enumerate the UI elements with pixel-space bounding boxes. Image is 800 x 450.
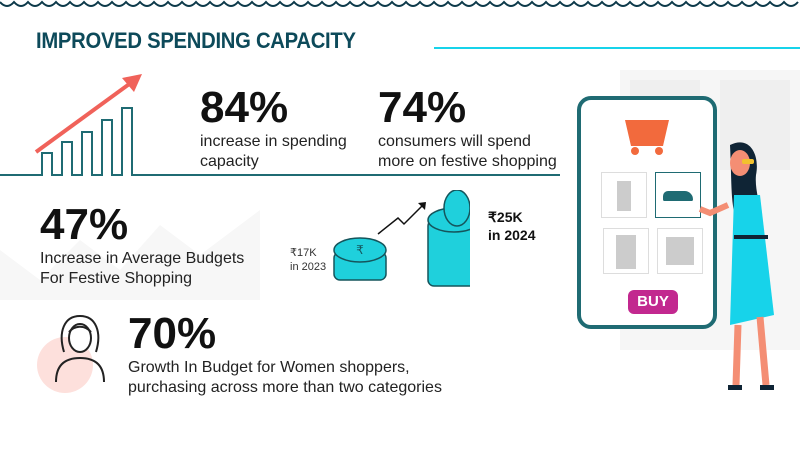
growth-chart-icon <box>0 74 560 176</box>
cart-icon <box>625 120 669 155</box>
stat-average-budgets: 47% Increase in Average Budgets For Fest… <box>40 203 244 289</box>
budget-2024-year: in 2024 <box>488 227 536 243</box>
title-underline <box>434 47 800 49</box>
product-pants[interactable] <box>603 228 649 274</box>
stat-value: 74% <box>378 83 467 132</box>
stat-festive-shopping: 74% consumers will spend more on festive… <box>378 86 557 172</box>
stat-label: Growth In Budget for Women shoppers, <box>128 359 410 376</box>
woman-figure-illustration <box>698 142 774 390</box>
coins-illustration: ₹ <box>333 190 470 287</box>
budget-2024-amount: ₹25K <box>488 209 523 225</box>
budget-2023-amount: ₹17K <box>290 247 317 259</box>
stat-spending-capacity: 84% increase in spending capacity <box>200 86 347 172</box>
stat-women-shoppers: 70% Growth In Budget for Women shoppers,… <box>128 312 442 398</box>
product-shoe[interactable] <box>655 172 701 218</box>
stat-value: 84% <box>200 83 289 132</box>
stat-label: Increase in Average Budgets <box>40 250 245 267</box>
woman-shopper-icon <box>55 314 105 383</box>
buy-button[interactable]: BUY <box>628 290 678 314</box>
scalloped-border <box>0 0 799 7</box>
svg-text:₹: ₹ <box>356 243 364 257</box>
stat-label: more on festive shopping <box>378 153 557 170</box>
stat-label: For Festive Shopping <box>40 270 193 287</box>
product-tshirt[interactable] <box>657 228 703 274</box>
stat-label: increase in spending <box>200 133 347 150</box>
stat-label: capacity <box>200 153 259 170</box>
stat-value: 70% <box>128 309 217 358</box>
product-dress[interactable] <box>601 172 647 218</box>
stat-label: purchasing across more than two categori… <box>128 379 442 396</box>
stat-label: consumers will spend <box>378 133 531 150</box>
page-title: IMPROVED SPENDING CAPACITY <box>36 28 356 53</box>
stat-value: 47% <box>40 200 129 249</box>
budget-2023-year: in 2023 <box>290 261 327 273</box>
